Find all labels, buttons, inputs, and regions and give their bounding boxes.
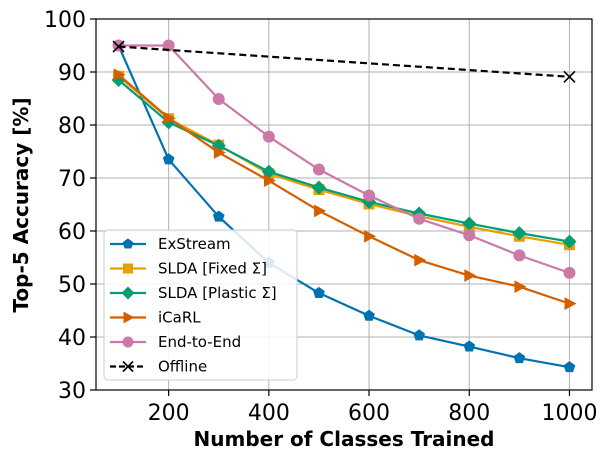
data-point-end-to-end xyxy=(563,266,576,279)
legend-marker xyxy=(123,311,135,324)
data-point-end-to-end xyxy=(513,249,526,262)
data-point-offline xyxy=(112,40,125,53)
legend-label: SLDA [Fixed Σ] xyxy=(158,260,267,278)
legend-entry-exstream: ExStream xyxy=(110,235,231,253)
data-point-exstream xyxy=(363,309,375,321)
data-point-slda-plastic xyxy=(512,226,527,241)
data-point-end-to-end xyxy=(262,130,275,143)
data-point-icarl xyxy=(364,229,377,243)
data-point-exstream xyxy=(563,361,576,373)
x-marker-stroke xyxy=(122,360,134,373)
legend-entry-slda-fixed: SLDA [Fixed Σ] xyxy=(110,260,267,278)
data-point-slda-plastic xyxy=(311,180,326,195)
legend: ExStream SLDA [Fixed Σ] SLDA [Plastic Σ] iC… xyxy=(103,229,298,381)
y-tick-label: 90 xyxy=(58,61,86,86)
x-tick-label: 200 xyxy=(148,401,190,426)
data-point-exstream xyxy=(162,153,175,165)
data-point-icarl xyxy=(163,111,176,125)
y-axis-ticks: 30 40 50 60 70 80 90 100 xyxy=(44,8,96,404)
y-tick-label: 80 xyxy=(58,114,86,139)
series-line-slda-fixed xyxy=(117,75,570,246)
series-icarl xyxy=(113,68,577,310)
legend-box xyxy=(103,229,298,381)
x-marker-stroke xyxy=(112,40,125,53)
data-point-exstream xyxy=(513,352,526,364)
y-tick-label: 70 xyxy=(58,167,86,192)
x-axis-label: Number of Classes Trained xyxy=(194,427,495,451)
legend-entry-offline: Offline xyxy=(110,358,207,376)
series-line-icarl xyxy=(117,73,570,305)
legend-marker xyxy=(122,336,134,348)
series-line-exstream xyxy=(117,45,570,369)
data-point-end-to-end xyxy=(413,212,426,225)
x-tick-label: 600 xyxy=(348,401,390,426)
x-marker-stroke xyxy=(563,70,576,83)
data-point-exstream xyxy=(463,340,476,352)
x-tick-label: 1000 xyxy=(541,401,597,426)
legend-entry-end-to-end: End-to-End xyxy=(110,333,241,351)
data-point-end-to-end xyxy=(212,93,225,106)
legend-label: Offline xyxy=(158,358,207,376)
legend-label: SLDA [Plastic Σ] xyxy=(158,284,277,302)
legend-entry-slda-plastic: SLDA [Plastic Σ] xyxy=(110,284,277,302)
legend-marker xyxy=(123,263,133,274)
data-point-icarl xyxy=(564,297,577,310)
y-tick-label: 30 xyxy=(58,379,86,404)
plot-frame xyxy=(95,18,593,391)
legend-label: iCaRL xyxy=(158,309,201,327)
data-point-icarl xyxy=(263,174,276,187)
data-point-end-to-end xyxy=(363,189,376,202)
series-end-to-end xyxy=(112,39,576,279)
legend-label: ExStream xyxy=(158,235,231,253)
series-line-end-to-end xyxy=(118,44,570,274)
data-point-icarl xyxy=(213,146,226,159)
data-point-exstream xyxy=(212,210,225,222)
data-point-icarl xyxy=(414,253,427,267)
series-line-slda-plastic xyxy=(117,79,570,243)
data-point-end-to-end xyxy=(463,229,476,242)
legend-entry-icarl: iCaRL xyxy=(110,309,201,327)
x-tick-label: 400 xyxy=(248,401,290,426)
data-point-slda-plastic xyxy=(562,234,577,249)
series-slda-plastic xyxy=(111,72,577,249)
data-point-icarl xyxy=(514,280,527,293)
y-tick-label: 100 xyxy=(44,8,86,33)
y-tick-label: 40 xyxy=(58,326,86,351)
data-point-end-to-end xyxy=(312,163,325,176)
data-point-icarl xyxy=(464,269,477,282)
y-axis-label: Top-5 Accuracy [%] xyxy=(9,97,33,312)
data-point-exstream xyxy=(313,286,325,298)
data-point-exstream xyxy=(413,329,425,341)
x-axis-ticks: 200 400 600 800 1000 xyxy=(148,390,597,426)
legend-marker xyxy=(121,286,135,300)
series-line-offline xyxy=(118,45,570,78)
data-point-icarl xyxy=(314,204,327,218)
legend-label: End-to-End xyxy=(158,333,241,351)
y-tick-label: 50 xyxy=(58,273,86,298)
y-tick-label: 60 xyxy=(58,220,86,245)
x-tick-label: 800 xyxy=(448,401,490,426)
series-offline xyxy=(112,40,576,83)
data-point-offline xyxy=(563,70,576,83)
legend-marker xyxy=(122,238,134,249)
data-point-icarl xyxy=(113,68,126,81)
legend-marker xyxy=(122,360,134,373)
